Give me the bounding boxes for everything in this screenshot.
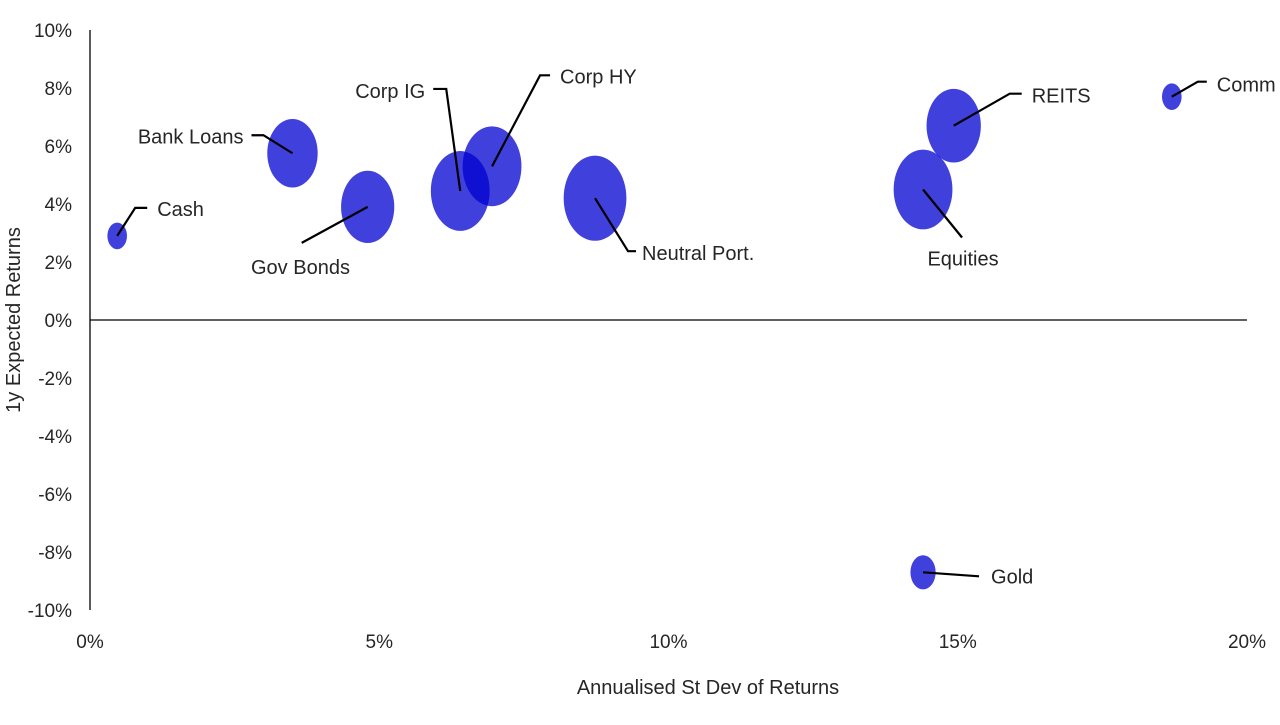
x-tick-label: 10% bbox=[649, 632, 687, 653]
data-label-bank-loans: Bank Loans bbox=[138, 126, 244, 148]
y-tick-label: 0% bbox=[45, 311, 73, 332]
leader-line-neutral-port bbox=[594, 197, 637, 253]
y-axis-title: 1y Expected Returns bbox=[3, 227, 25, 413]
data-label-corp-ig: Corp IG bbox=[355, 81, 425, 103]
bubbles bbox=[107, 83, 1182, 590]
y-tick-label: 6% bbox=[45, 137, 73, 158]
data-label-gov-bonds: Gov Bonds bbox=[251, 257, 350, 279]
bubble-labels: Cash Bank Loans Gov Bonds Corp IG Corp HY Neu… bbox=[116, 66, 1276, 588]
y-tick-label: -6% bbox=[38, 485, 72, 506]
leader-line-corp-hy bbox=[491, 74, 551, 167]
y-tick-label: -8% bbox=[38, 543, 72, 564]
leader-line-corp-ig bbox=[433, 87, 462, 192]
bubble-comm bbox=[1161, 83, 1182, 110]
leader-line-reits bbox=[953, 92, 1022, 127]
data-label-neutral-port: Neutral Port. bbox=[642, 243, 754, 265]
y-tick-label: 2% bbox=[45, 253, 73, 274]
bubble-equities bbox=[893, 149, 953, 230]
data-label-corp-hy: Corp HY bbox=[560, 66, 637, 88]
leader-line-bank-loans bbox=[251, 134, 294, 155]
x-axis-title: Annualised St Dev of Returns bbox=[577, 677, 839, 699]
leader-line-gov-bonds bbox=[301, 205, 369, 244]
data-label-reits: REITS bbox=[1032, 86, 1091, 108]
x-tick-label: 5% bbox=[366, 632, 394, 653]
x-tick-label: 20% bbox=[1228, 632, 1266, 653]
y-tick-label: 10% bbox=[34, 21, 72, 42]
data-label-gold: Gold bbox=[991, 566, 1033, 588]
leader-line-comm bbox=[1171, 80, 1207, 98]
data-label-comm: Comm bbox=[1217, 75, 1276, 97]
leader-line-equities bbox=[922, 188, 963, 239]
leader-line-gold bbox=[922, 571, 980, 578]
x-tick-label: 15% bbox=[939, 632, 977, 653]
axes: 10%8%6%4%2%0%-2%-4%-6%-8%-10%0% 5% 10% 15% 2… bbox=[28, 21, 1266, 653]
y-tick-label: 4% bbox=[45, 195, 73, 216]
leader-line-cash bbox=[116, 206, 148, 237]
y-tick-label: 8% bbox=[45, 79, 73, 100]
data-label-equities: Equities bbox=[927, 249, 998, 271]
y-tick-label: -2% bbox=[38, 369, 72, 390]
x-tick-label: 0% bbox=[76, 632, 104, 653]
y-tick-label: -10% bbox=[28, 601, 72, 622]
y-tick-label: -4% bbox=[38, 427, 72, 448]
data-label-cash: Cash bbox=[157, 199, 204, 221]
